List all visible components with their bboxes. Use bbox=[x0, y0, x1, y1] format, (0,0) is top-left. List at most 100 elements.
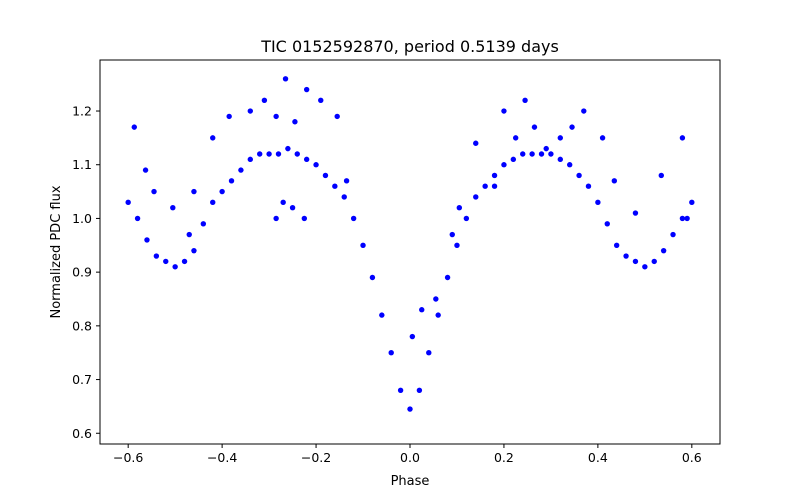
data-point bbox=[543, 145, 549, 152]
data-point bbox=[557, 156, 563, 163]
data-point bbox=[538, 151, 545, 157]
data-point bbox=[350, 215, 357, 222]
data-point bbox=[599, 135, 606, 141]
x-tick-label: 0.0 bbox=[400, 450, 420, 465]
data-point bbox=[191, 188, 197, 195]
data-point bbox=[369, 274, 376, 281]
data-point bbox=[473, 140, 479, 146]
y-axis-ticks: 0.6 0.7 0.8 0.9 1.0 1.1 1.2 bbox=[72, 104, 100, 441]
data-point bbox=[576, 172, 582, 179]
data-point bbox=[522, 97, 528, 103]
data-point bbox=[318, 97, 324, 103]
x-tick-label: −0.2 bbox=[301, 450, 331, 465]
x-tick-label: 0.2 bbox=[494, 450, 514, 465]
data-point bbox=[322, 172, 329, 179]
data-point bbox=[334, 113, 340, 120]
data-point bbox=[332, 183, 338, 189]
data-point bbox=[181, 258, 188, 265]
data-point bbox=[282, 76, 289, 82]
data-point bbox=[491, 172, 498, 179]
data-point bbox=[280, 199, 286, 206]
data-point bbox=[684, 215, 690, 222]
data-point bbox=[341, 194, 347, 200]
data-point bbox=[303, 156, 310, 163]
data-point bbox=[689, 199, 695, 206]
data-point bbox=[292, 119, 298, 125]
data-point bbox=[294, 151, 300, 157]
data-point bbox=[595, 199, 601, 206]
data-point bbox=[642, 264, 648, 270]
data-point bbox=[153, 253, 160, 259]
data-point bbox=[170, 204, 176, 211]
data-point bbox=[651, 258, 657, 265]
data-point bbox=[520, 151, 526, 157]
data-point bbox=[581, 108, 587, 114]
x-tick-label: −0.6 bbox=[113, 450, 143, 465]
data-point bbox=[529, 151, 535, 157]
data-point bbox=[557, 135, 563, 141]
y-axis-label: Normalized PDC flux bbox=[49, 185, 64, 318]
y-tick-label: 0.8 bbox=[72, 318, 92, 333]
data-point bbox=[151, 188, 157, 195]
data-point bbox=[313, 162, 319, 168]
data-point bbox=[409, 333, 416, 340]
data-point bbox=[491, 183, 498, 189]
y-tick-label: 1.0 bbox=[72, 211, 92, 226]
data-point bbox=[604, 221, 610, 227]
data-point bbox=[426, 350, 432, 356]
data-point bbox=[679, 135, 686, 141]
data-point bbox=[266, 151, 272, 157]
data-point bbox=[144, 237, 150, 243]
y-tick-label: 1.1 bbox=[72, 157, 92, 172]
data-point bbox=[569, 124, 575, 130]
data-point bbox=[226, 113, 232, 120]
data-point bbox=[456, 204, 463, 211]
data-point bbox=[623, 253, 629, 259]
data-point bbox=[407, 406, 413, 412]
data-point bbox=[611, 178, 618, 184]
data-point bbox=[531, 124, 538, 130]
data-point bbox=[360, 242, 366, 248]
data-point bbox=[172, 264, 178, 270]
data-point bbox=[186, 231, 192, 238]
data-point bbox=[228, 178, 235, 184]
data-point bbox=[163, 258, 169, 265]
data-point bbox=[510, 156, 517, 163]
data-point bbox=[200, 221, 207, 227]
data-point bbox=[210, 199, 216, 206]
data-point bbox=[660, 247, 667, 254]
data-point bbox=[454, 242, 460, 248]
data-point bbox=[416, 387, 423, 393]
data-point bbox=[419, 307, 425, 313]
data-point bbox=[191, 247, 197, 254]
data-point bbox=[379, 312, 385, 318]
data-point bbox=[285, 145, 291, 152]
data-point bbox=[433, 296, 439, 302]
x-tick-label: 0.4 bbox=[588, 450, 608, 465]
data-point bbox=[444, 274, 451, 281]
data-point bbox=[273, 215, 279, 222]
data-point bbox=[632, 258, 639, 265]
data-point bbox=[435, 312, 441, 318]
data-point bbox=[247, 108, 253, 114]
data-point bbox=[397, 387, 404, 393]
data-point bbox=[142, 167, 149, 173]
y-tick-label: 0.6 bbox=[72, 426, 92, 441]
data-point bbox=[482, 183, 488, 189]
y-tick-label: 1.2 bbox=[72, 104, 92, 119]
data-point bbox=[247, 156, 253, 163]
data-point bbox=[585, 183, 592, 189]
data-point bbox=[219, 188, 225, 195]
data-point bbox=[131, 124, 137, 130]
x-tick-label: −0.4 bbox=[207, 450, 237, 465]
data-point bbox=[670, 231, 676, 238]
data-point bbox=[658, 172, 664, 179]
x-tick-label: 0.6 bbox=[682, 450, 702, 465]
data-point bbox=[275, 151, 282, 157]
data-point bbox=[210, 135, 216, 141]
data-point bbox=[301, 215, 308, 222]
chart-title: TIC 0152592870, period 0.5139 days bbox=[260, 37, 559, 56]
x-axis-label: Phase bbox=[391, 474, 430, 489]
data-point bbox=[512, 135, 519, 141]
